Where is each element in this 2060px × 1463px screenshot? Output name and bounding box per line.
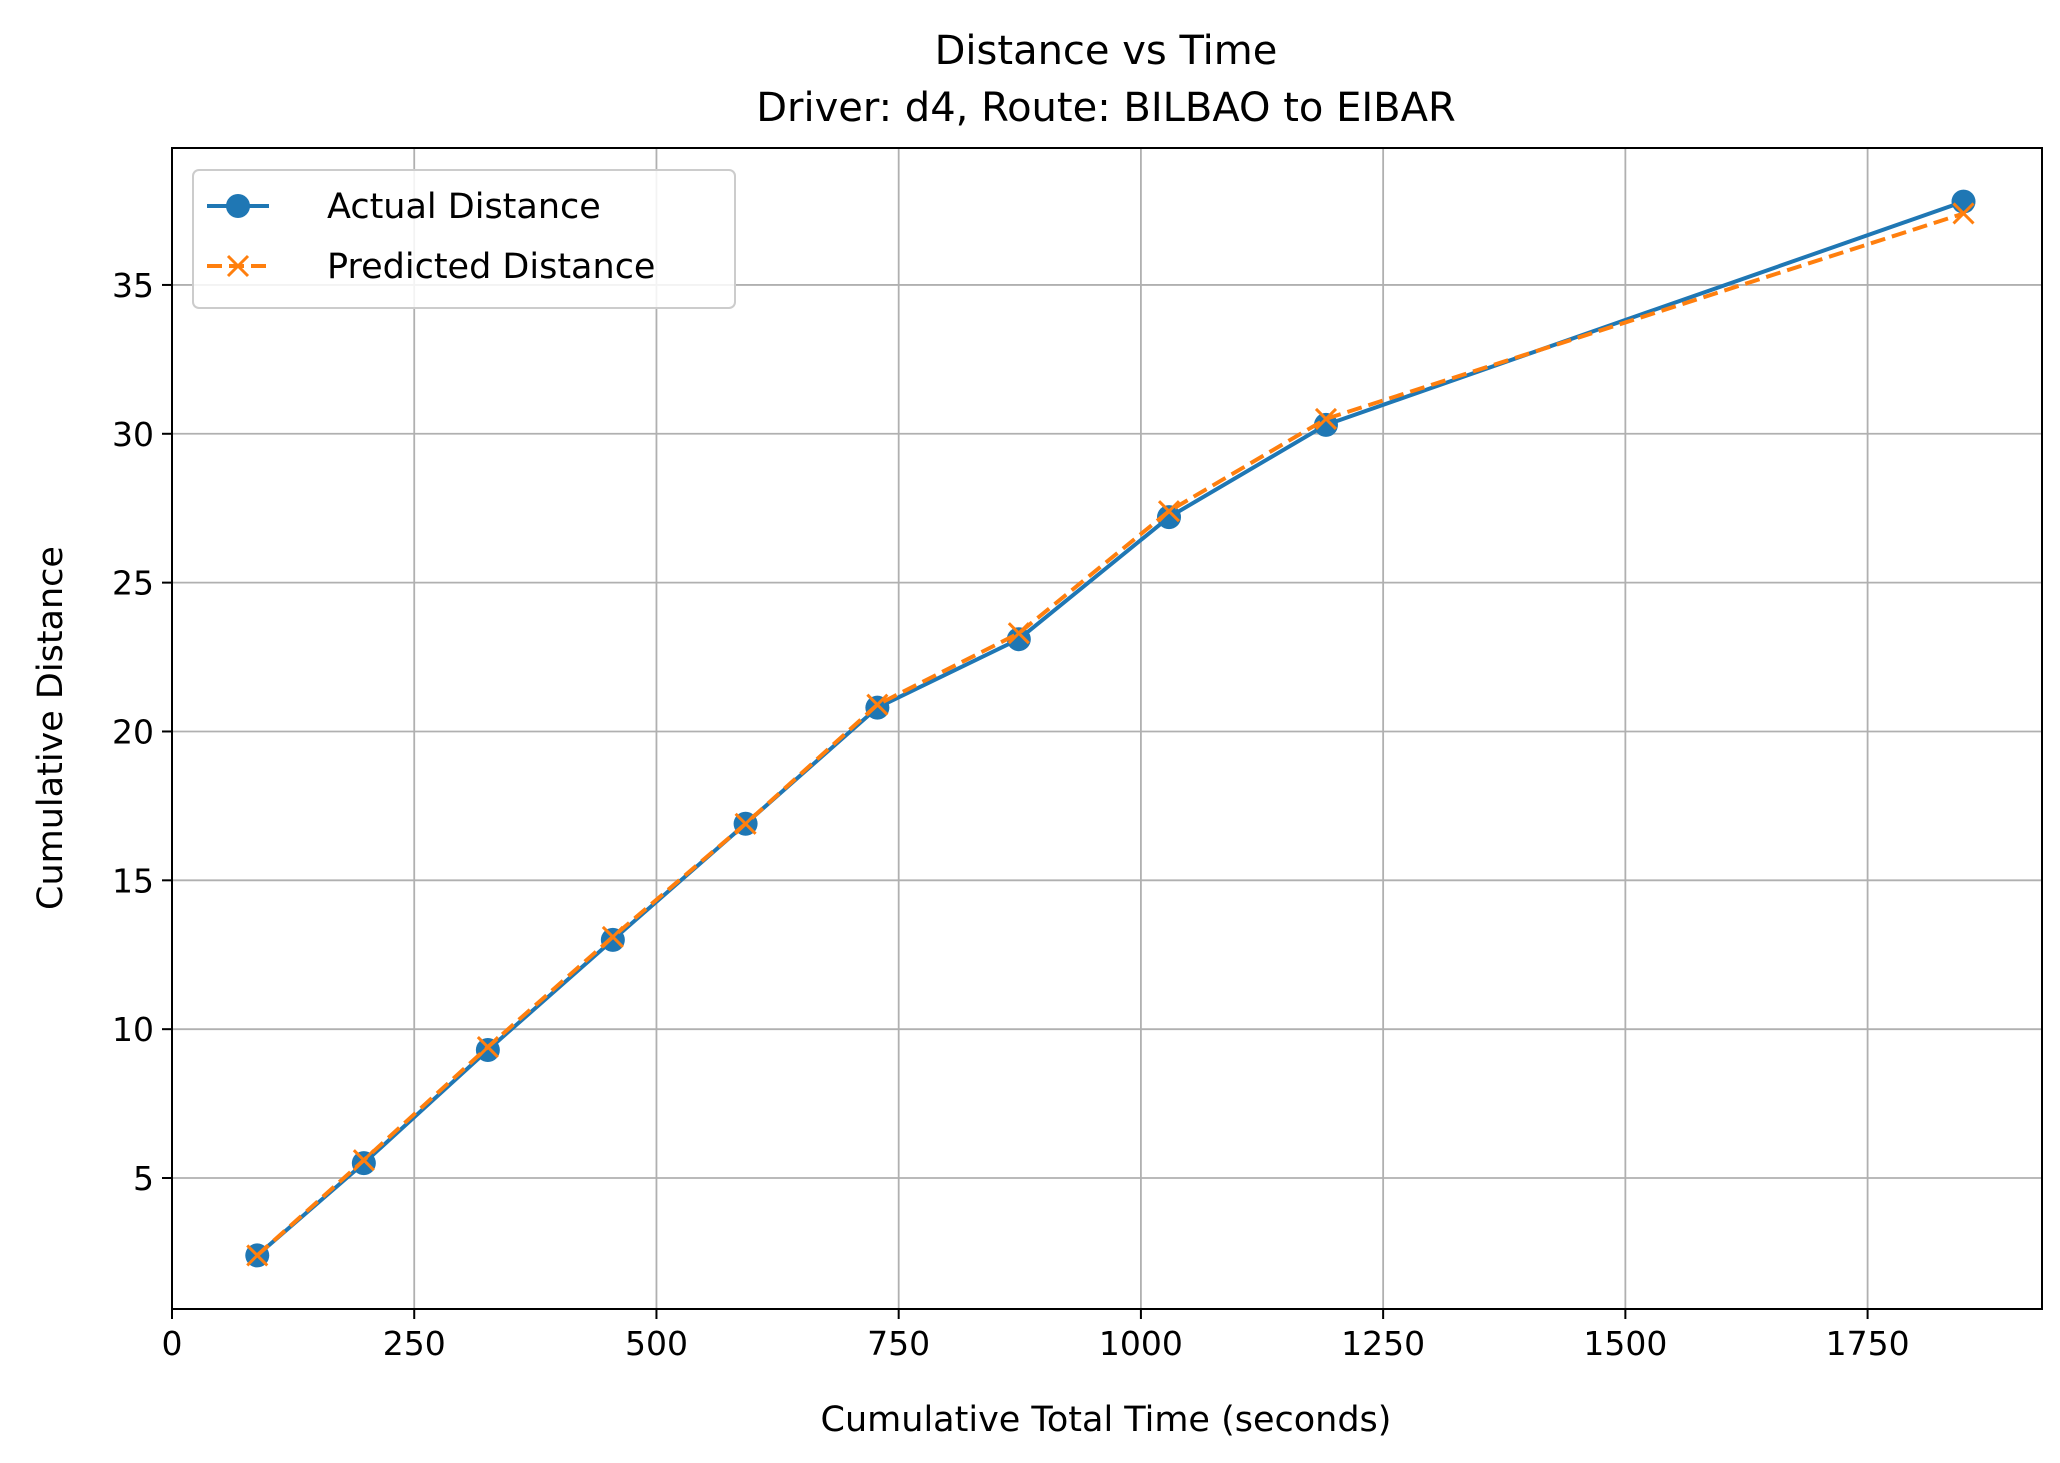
data-point-x (246, 1244, 269, 1267)
data-point-x (1007, 622, 1030, 645)
series-line (255, 211, 1965, 1257)
data-point-circle (1006, 627, 1031, 652)
x-tick-label: 0 (162, 1324, 183, 1363)
y-tick-label: 5 (133, 1159, 154, 1198)
y-tick-label: 35 (112, 266, 154, 305)
data-point-x (601, 925, 624, 948)
x-tick-label: 1500 (1583, 1324, 1667, 1363)
x-axis-label: Cumulative Total Time (seconds) (821, 1400, 1392, 1440)
x-tick-label: 250 (383, 1324, 446, 1363)
plot-frame (171, 147, 2043, 1310)
axis-ticks: 0 250 500 750 1000 1250 1500 1750 5 10 15 20 25 30 35 (112, 266, 1910, 1363)
series-actual-distance (245, 189, 1976, 1268)
data-point-x (1314, 407, 1338, 430)
legend-entry: Actual Distance (207, 187, 601, 227)
x-tick-label: 1250 (1341, 1324, 1425, 1363)
y-axis-label: Cumulative Distance (31, 546, 71, 910)
data-point-circle (351, 1151, 376, 1176)
data-point-x (866, 693, 889, 716)
y-tick-label: 30 (112, 415, 154, 454)
data-point-x (1952, 202, 1975, 225)
data-point-circle (600, 927, 625, 952)
x-tick-label: 1750 (1826, 1324, 1910, 1363)
y-tick-label: 25 (112, 564, 154, 603)
data-point-x (1157, 500, 1181, 523)
data-point-x (476, 1035, 499, 1059)
legend-label: Actual Distance (327, 187, 601, 227)
x-tick-label: 1000 (1099, 1324, 1183, 1363)
chart-subtitle: Driver: d4, Route: BILBAO to EIBAR (756, 85, 1456, 131)
grid (171, 148, 2042, 1309)
y-tick-label: 10 (112, 1010, 154, 1049)
x-tick-label: 750 (867, 1324, 930, 1363)
y-tick-label: 20 (112, 712, 154, 751)
data-point-circle (1951, 189, 1976, 214)
series-layer (245, 189, 1976, 1268)
y-tick-label: 15 (112, 861, 154, 900)
chart-title: Distance vs Time (935, 28, 1278, 74)
legend-box (192, 169, 736, 309)
legend-label: Predicted Distance (327, 247, 655, 287)
data-point-circle (1157, 505, 1182, 530)
legend-marker (226, 194, 250, 218)
legend-marker (226, 254, 250, 278)
data-point-x (352, 1149, 375, 1172)
x-tick-label: 500 (625, 1324, 688, 1363)
series-predicted-distance (246, 202, 1975, 1267)
legend: Actual Distance Predicted Distance (192, 169, 736, 309)
legend-entry: Predicted Distance (207, 247, 655, 287)
series-line (255, 199, 1965, 1257)
data-point-x (734, 812, 757, 835)
